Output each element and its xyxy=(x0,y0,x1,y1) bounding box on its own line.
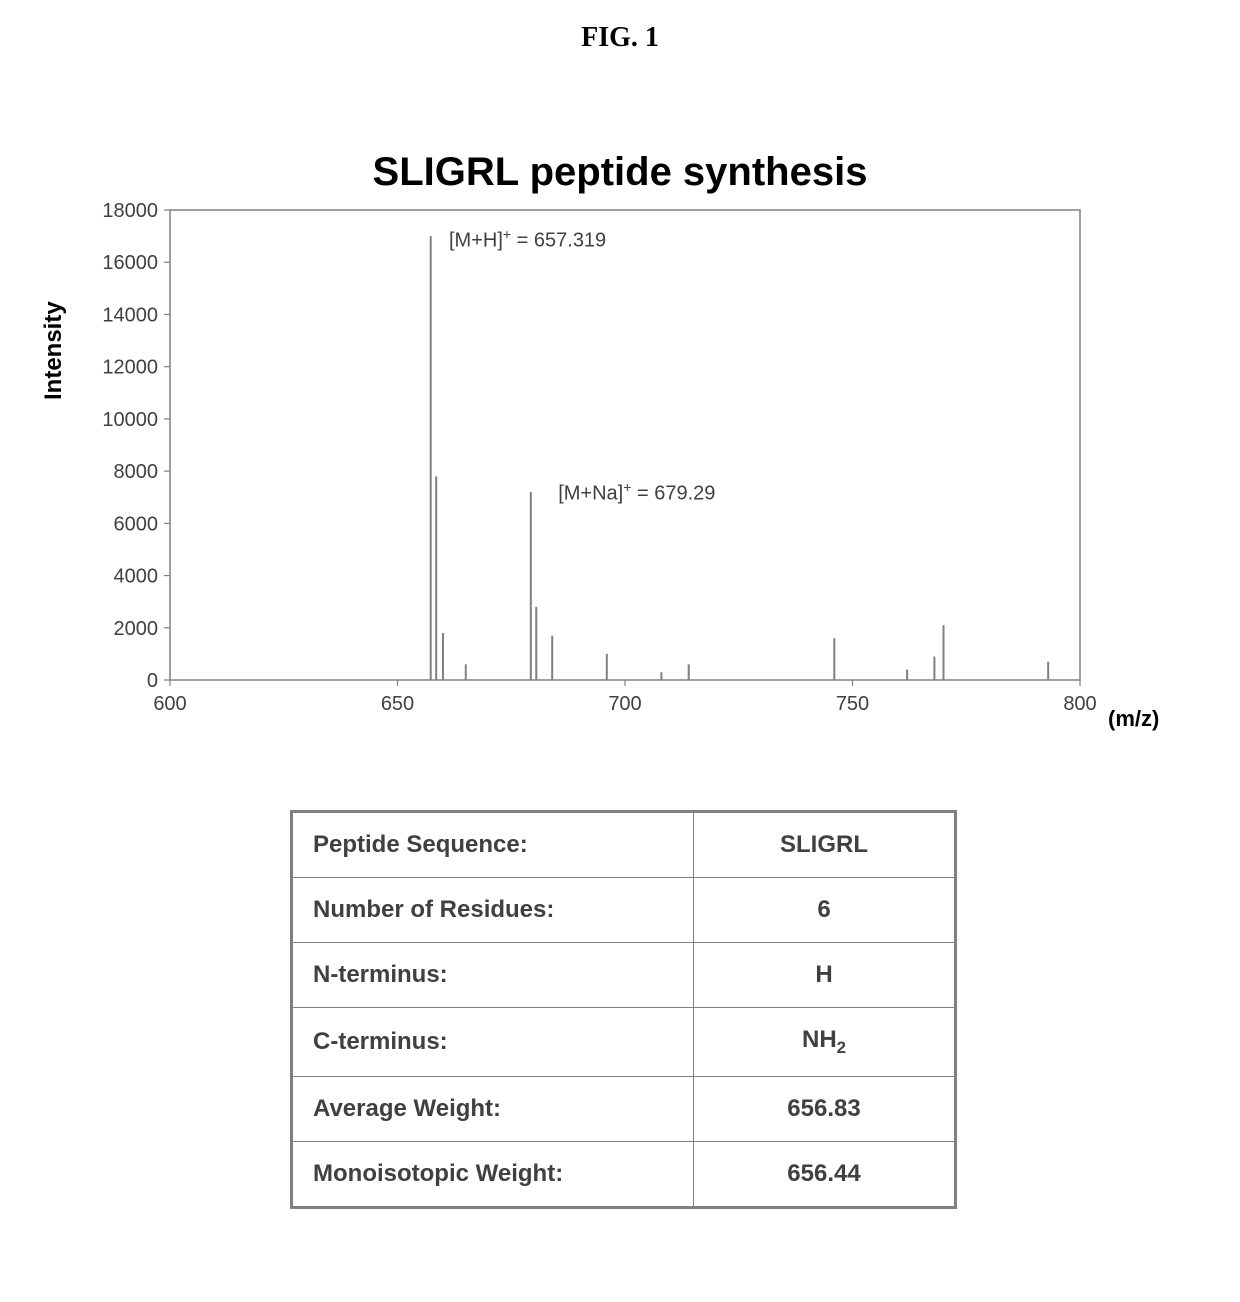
table-row: N-terminus:H xyxy=(293,943,955,1008)
svg-text:0: 0 xyxy=(147,670,158,692)
chart-title: SLIGRL peptide synthesis xyxy=(0,150,1240,195)
svg-text:600: 600 xyxy=(153,693,186,715)
table-row: C-terminus:NH2 xyxy=(293,1008,955,1077)
figure-page: FIG. 1 SLIGRL peptide synthesis Intensit… xyxy=(0,0,1240,1302)
property-value: H xyxy=(694,943,955,1008)
table-row: Average Weight:656.83 xyxy=(293,1076,955,1141)
svg-text:800: 800 xyxy=(1063,693,1096,715)
svg-text:4000: 4000 xyxy=(114,566,159,588)
svg-text:14000: 14000 xyxy=(102,304,158,326)
properties-table: Peptide Sequence:SLIGRLNumber of Residue… xyxy=(292,812,955,1207)
peak-annotation-mh: [M+H]+ = 657.319 xyxy=(449,226,606,253)
property-label: Number of Residues: xyxy=(293,878,694,943)
chart-svg: 0 2000 4000 6000 8000 10000 12000 14000 16000 180… xyxy=(90,200,1100,730)
property-value: NH2 xyxy=(694,1008,955,1077)
y-axis-label: Intensity xyxy=(40,301,68,400)
svg-text:16000: 16000 xyxy=(102,252,158,274)
property-value: 656.44 xyxy=(694,1141,955,1206)
figure-label: FIG. 1 xyxy=(0,22,1240,54)
svg-text:10000: 10000 xyxy=(102,409,158,431)
property-label: Average Weight: xyxy=(293,1076,694,1141)
peptide-properties-table: Peptide Sequence:SLIGRLNumber of Residue… xyxy=(290,810,957,1209)
svg-text:12000: 12000 xyxy=(102,357,158,379)
peak-annotation-mna: [M+Na]+ = 679.29 xyxy=(558,479,715,506)
property-label: C-terminus: xyxy=(293,1008,694,1077)
property-label: Monoisotopic Weight: xyxy=(293,1141,694,1206)
svg-text:18000: 18000 xyxy=(102,200,158,222)
svg-text:2000: 2000 xyxy=(114,618,159,640)
property-value: SLIGRL xyxy=(694,813,955,878)
property-value: 6 xyxy=(694,878,955,943)
table-row: Peptide Sequence:SLIGRL xyxy=(293,813,955,878)
mass-spectrum-chart: 0 2000 4000 6000 8000 10000 12000 14000 16000 180… xyxy=(90,200,1100,730)
svg-text:700: 700 xyxy=(608,693,641,715)
x-axis-label: (m/z) xyxy=(1108,706,1159,732)
svg-text:8000: 8000 xyxy=(114,461,159,483)
property-value: 656.83 xyxy=(694,1076,955,1141)
svg-text:6000: 6000 xyxy=(114,513,159,535)
property-label: Peptide Sequence: xyxy=(293,813,694,878)
table-row: Number of Residues:6 xyxy=(293,878,955,943)
table-row: Monoisotopic Weight:656.44 xyxy=(293,1141,955,1206)
svg-text:650: 650 xyxy=(381,693,414,715)
svg-text:750: 750 xyxy=(836,693,869,715)
property-label: N-terminus: xyxy=(293,943,694,1008)
